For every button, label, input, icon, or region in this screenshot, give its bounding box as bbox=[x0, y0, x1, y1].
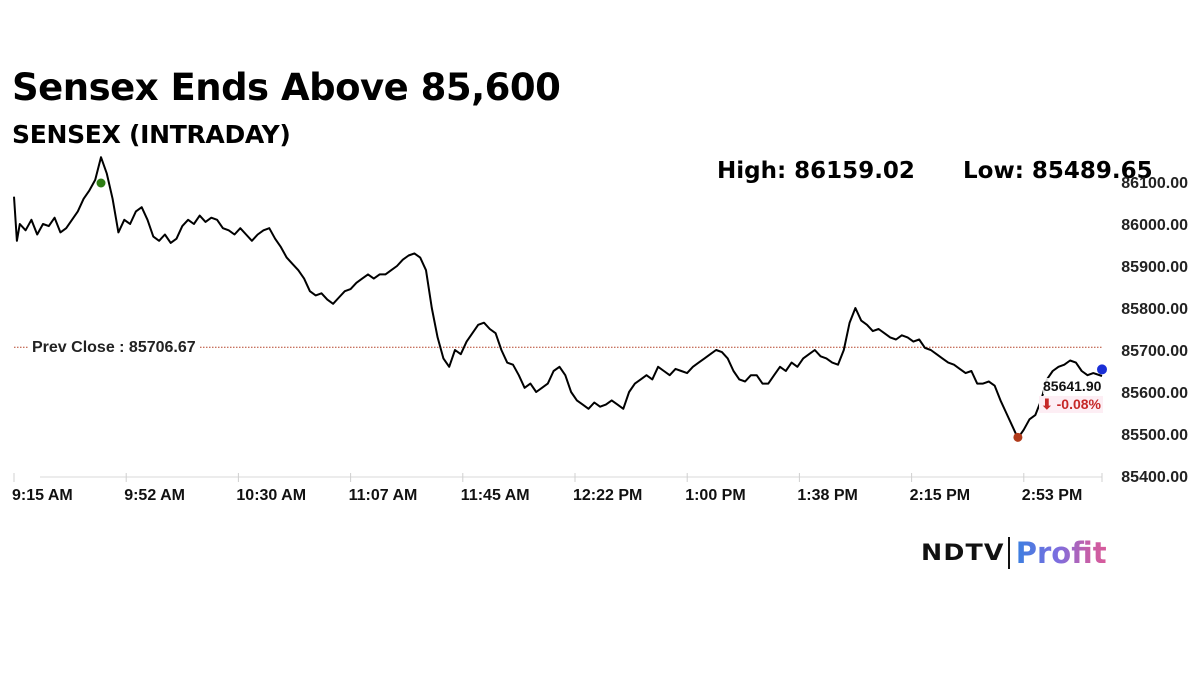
x-tick-label: 2:15 PM bbox=[909, 487, 971, 504]
y-tick-label: 86100.00 bbox=[1121, 175, 1188, 192]
x-tick-label: 11:45 AM bbox=[460, 487, 530, 504]
x-tick-label: 9:52 AM bbox=[124, 487, 185, 504]
ndtv-wordmark: NDTV bbox=[921, 540, 1005, 566]
high-stat: High: 86159.02 bbox=[717, 158, 915, 184]
low-marker-icon bbox=[1013, 432, 1023, 442]
low-stat: Low: 85489.65 bbox=[963, 158, 1153, 184]
x-tick-label: 1:00 PM bbox=[685, 487, 746, 504]
prev-close-label: Prev Close : 85706.67 bbox=[28, 339, 200, 357]
x-tick-label: 12:22 PM bbox=[573, 487, 643, 504]
y-tick-label: 86000.00 bbox=[1121, 217, 1188, 234]
y-tick-label: 85600.00 bbox=[1121, 385, 1188, 402]
y-tick-label: 85400.00 bbox=[1121, 469, 1188, 486]
chart-subtitle: SENSEX (INTRADAY) bbox=[12, 120, 291, 149]
x-tick-label: 10:30 AM bbox=[236, 487, 307, 504]
profit-wordmark: Profit bbox=[1015, 536, 1107, 570]
last-value-label: 85641.90 bbox=[1043, 378, 1102, 394]
last-value-marker-icon bbox=[1097, 364, 1107, 375]
x-tick-label: 9:15 AM bbox=[12, 487, 73, 504]
high-marker-icon bbox=[96, 178, 106, 188]
y-tick-label: 85900.00 bbox=[1121, 259, 1188, 276]
change-percent-label: ⬇ -0.08% bbox=[1039, 396, 1103, 413]
x-tick-label: 2:53 PM bbox=[1021, 487, 1083, 504]
y-tick-label: 85500.00 bbox=[1121, 427, 1188, 444]
sensex-line bbox=[13, 156, 1103, 440]
x-tick-label: 11:07 AM bbox=[348, 487, 418, 504]
ndtv-profit-logo: NDTV Profit bbox=[921, 535, 1107, 571]
x-axis-ticks bbox=[13, 473, 1103, 482]
y-tick-label: 85700.00 bbox=[1121, 343, 1188, 360]
chart-title: Sensex Ends Above 85,600 bbox=[12, 66, 561, 109]
y-tick-label: 85800.00 bbox=[1121, 301, 1188, 318]
x-tick-label: 1:38 PM bbox=[797, 487, 858, 504]
logo-divider bbox=[1007, 537, 1010, 569]
